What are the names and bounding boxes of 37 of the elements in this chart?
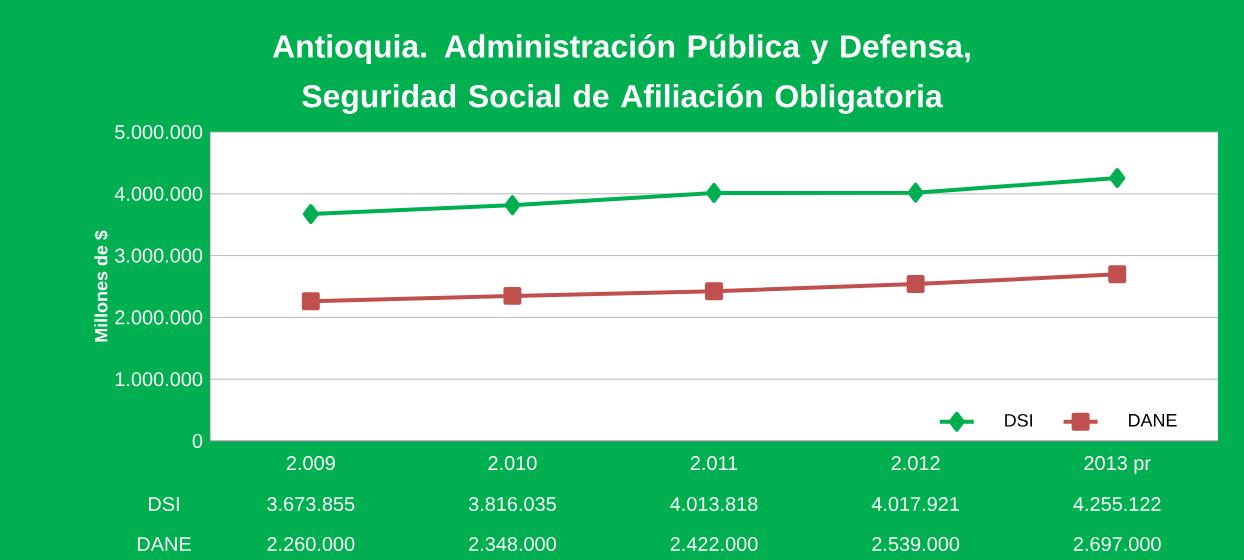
x-tick-label: 2.010 [488,456,537,471]
data-label: 4.017.921 [871,496,959,512]
data-label: 2.539.000 [872,536,960,552]
legend-label: DANE [1129,414,1177,427]
chart-title: Antioquia. Administración Pública y Defensa, Seguridad Social de Afiliación Obligatoria [272,34,970,114]
data-label: 2.422.000 [670,536,758,552]
data-label: 2.348.000 [469,536,556,552]
point [706,182,722,203]
x-tick-label: 2.012 [891,456,940,471]
x-tick-label: 2.011 [690,456,738,471]
point [301,292,320,311]
legend-label: DSI [1005,414,1032,427]
data-label: 2.260.000 [267,536,355,552]
y-tick-label: 3.000.000 [115,248,203,263]
point [906,275,925,294]
x-tick-label: 2.009 [286,456,335,471]
y-tick-label: 5.000.000 [115,124,203,140]
data-label: 2.697.000 [1073,536,1161,552]
y-tick-label: 1.000.000 [115,372,203,387]
data-label: 4.013.818 [670,496,758,512]
data-label: 4.255.122 [1073,496,1161,512]
point [705,282,723,301]
point [1109,168,1126,189]
y-tick-label: 0 [192,433,203,449]
point [907,182,924,203]
text: DANE [137,537,191,551]
data-label: 3.673.855 [267,496,355,512]
y-axis-title: Millones de $ [94,230,109,342]
data-label: 3.816.035 [468,496,556,512]
point [504,195,521,216]
y-tick-label: 2.000.000 [115,310,203,325]
point [1108,265,1127,284]
y-tick-label: 4.000.000 [114,186,203,201]
point [302,203,319,224]
text: DSI [149,496,179,512]
x-tick-label: 2013 pr [1084,456,1151,475]
point [503,286,522,305]
